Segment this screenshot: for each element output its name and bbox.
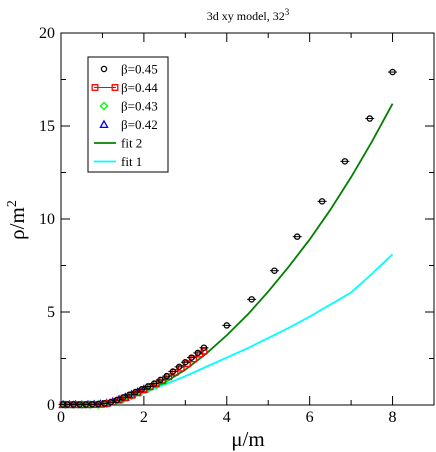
legend-label: fit 2: [121, 136, 142, 151]
legend-label: fit 1: [121, 154, 142, 169]
plot-area: 0 2 4 6 8 0 5 10 15 20: [39, 25, 435, 426]
legend-marker: [91, 84, 99, 91]
data-point: [95, 400, 102, 408]
data-point: [389, 68, 396, 76]
data-point: [188, 354, 195, 361]
legend-label: β=0.44: [121, 80, 158, 95]
x-axis-title: μ/m: [231, 427, 264, 451]
y-tick-label: 10: [39, 211, 55, 228]
data-point: [138, 385, 146, 393]
y-tick-label: 15: [39, 118, 55, 135]
data-point: [248, 296, 255, 303]
legend-item: fit 2: [94, 136, 142, 151]
x-tick-label: 8: [389, 409, 397, 426]
y-axis-title: ρ/m2: [5, 200, 29, 240]
data-point: [101, 400, 108, 407]
y-axis-title-superscript: 2: [5, 200, 20, 207]
x-tick-label: 2: [140, 409, 148, 426]
legend-label: β=0.43: [121, 99, 158, 114]
y-tick-label: 5: [47, 304, 55, 321]
legend-item: β=0.45: [100, 62, 158, 77]
legend-item: β=0.43: [99, 99, 158, 114]
chart-title-text: 3d xy model, 32: [207, 9, 285, 23]
legend-item: β=0.44: [91, 80, 158, 95]
data-point: [182, 358, 189, 366]
legend-marker: [100, 65, 108, 73]
data-point: [169, 368, 177, 375]
data-point: [119, 394, 127, 401]
legend-label: β=0.42: [121, 117, 158, 132]
legend-label: β=0.45: [121, 62, 158, 77]
series-circle-points: [58, 68, 398, 408]
data-point: [60, 400, 70, 410]
y-axis-title-text: ρ/m: [5, 207, 29, 240]
series-line-fit-1: [102, 253, 394, 406]
data-point: [150, 380, 158, 387]
legend-box: [87, 56, 169, 173]
legend-marker: [99, 119, 109, 129]
data-point: [194, 349, 202, 357]
data-point: [126, 391, 133, 399]
data-point: [271, 267, 278, 274]
data-point: [144, 383, 152, 390]
data-point: [223, 322, 231, 329]
series-square-points: [59, 347, 208, 409]
data-point: [163, 372, 170, 380]
y-tick-label: 0: [47, 397, 55, 414]
legend: β=0.45 β=0.44 β=0.43 β=0.42 fit 2 fit 1: [87, 56, 169, 173]
data-point: [366, 115, 374, 122]
data-point: [157, 376, 164, 384]
data-point: [85, 400, 95, 410]
data-point: [200, 347, 208, 355]
data-point: [113, 396, 121, 404]
legend-marker: [99, 101, 109, 111]
chart-title: 3d xy model, 323: [207, 7, 290, 23]
data-point: [132, 388, 139, 396]
x-tick-label: 0: [57, 409, 65, 426]
legend-item: β=0.42: [99, 117, 158, 132]
data-point: [107, 398, 114, 406]
legend-marker: [111, 84, 119, 91]
y-tick-label: 20: [39, 25, 55, 42]
x-tick-label: 4: [223, 409, 231, 426]
x-tick-label: 6: [306, 409, 314, 426]
data-point: [318, 198, 326, 205]
data-point: [341, 158, 349, 165]
chart-title-superscript: 3: [285, 7, 290, 17]
data-point: [200, 344, 208, 351]
data-point: [293, 233, 301, 240]
data-point: [175, 363, 183, 371]
legend-item: fit 1: [94, 154, 142, 169]
